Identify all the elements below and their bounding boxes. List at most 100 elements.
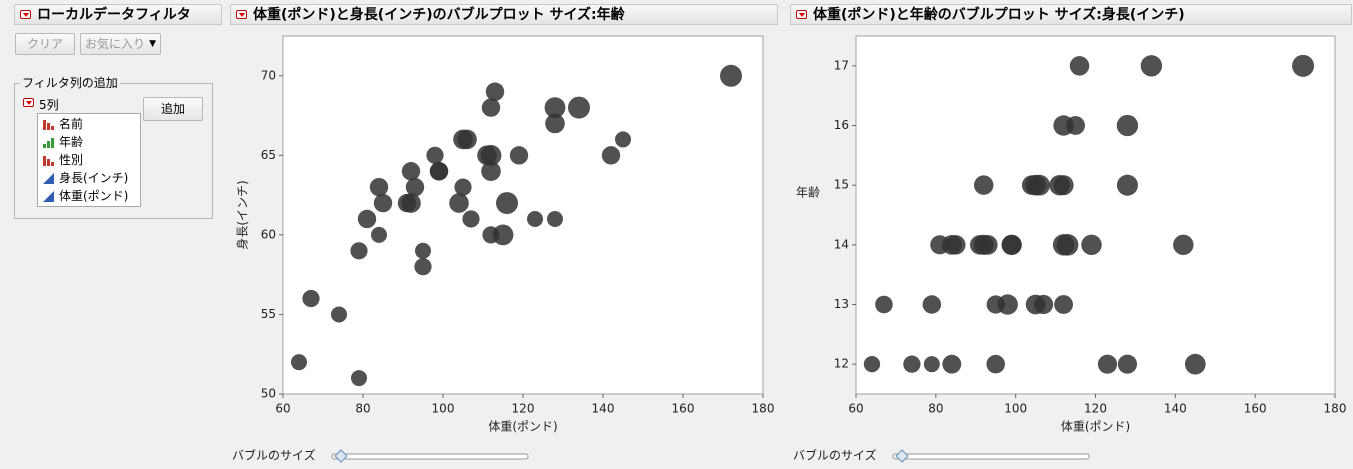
- x-tick-label: 160: [672, 402, 695, 416]
- bubble: [415, 242, 431, 259]
- bubble: [1001, 234, 1022, 255]
- bubble: [371, 226, 387, 243]
- chart-header[interactable]: 体重(ポンド)と年齢のバブルプロット サイズ:身長(インチ): [790, 4, 1352, 25]
- plot-area: [282, 35, 764, 395]
- y-tick-label: 50: [261, 387, 276, 401]
- add-button[interactable]: 追加: [143, 97, 203, 121]
- slider-thumb: [334, 449, 348, 463]
- bubble: [401, 193, 421, 213]
- bubble: [481, 161, 501, 182]
- x-tick-label: 160: [1244, 402, 1267, 416]
- x-axis-label: 体重(ポンド): [1061, 420, 1130, 434]
- y-axis-label: 身長(インチ): [235, 180, 250, 249]
- bubble: [615, 131, 631, 148]
- bubble: [477, 145, 497, 166]
- continuous-icon: [43, 173, 54, 184]
- bubble: [1116, 174, 1138, 196]
- x-tick-label: 140: [1164, 402, 1187, 416]
- bubble: [492, 224, 514, 246]
- bubble: [457, 129, 477, 150]
- bubble: [1066, 116, 1085, 135]
- column-name: 性別: [59, 153, 84, 167]
- bubble: [977, 234, 998, 255]
- bubble: [946, 235, 966, 255]
- slider-track: [892, 453, 1090, 460]
- chart-header[interactable]: 体重(ポンド)と身長(インチ)のバブルプロット サイズ:年齢: [230, 4, 778, 25]
- bubble: [1029, 174, 1050, 196]
- bubble: [973, 234, 994, 255]
- bubble: [485, 82, 505, 101]
- y-tick-label: 65: [261, 148, 276, 162]
- bubble: [509, 146, 529, 165]
- x-axis-label: 体重(ポンド): [488, 420, 557, 434]
- y-tick-label: 12: [834, 357, 849, 371]
- bubble: [568, 96, 590, 119]
- bubble: [302, 289, 320, 308]
- bubble: [1081, 234, 1102, 256]
- column-list: 名前 年齢 性別 身長(インチ) 体重(ポンド): [37, 113, 141, 207]
- bubble: [1056, 233, 1079, 256]
- y-tick-label: 15: [834, 178, 849, 192]
- y-tick-label: 13: [834, 297, 849, 311]
- slider-label: バブルのサイズ: [232, 448, 316, 463]
- bubble: [454, 178, 472, 196]
- bubble: [1025, 174, 1046, 196]
- clear-button[interactable]: クリア: [15, 33, 75, 55]
- bubble: [923, 356, 940, 373]
- favorites-button[interactable]: お気に入り ▼: [80, 33, 161, 55]
- bubble: [875, 295, 893, 314]
- bubble: [941, 234, 962, 255]
- x-tick-label: 120: [512, 402, 535, 416]
- bubble: [405, 177, 425, 197]
- column-item[interactable]: 身長(インチ): [41, 169, 128, 187]
- y-tick-label: 70: [261, 68, 276, 82]
- filter-title: ローカルデータフィルタ: [37, 7, 191, 23]
- slider-thumb: [895, 449, 909, 463]
- bubble: [970, 235, 990, 255]
- filter-header[interactable]: ローカルデータフィルタ: [14, 4, 222, 25]
- column-name: 体重(ポンド): [59, 189, 129, 203]
- bubble: [1173, 234, 1194, 256]
- bubble: [1052, 234, 1075, 256]
- x-tick-label: 120: [1084, 402, 1107, 416]
- bubble: [462, 210, 480, 228]
- bubble: [1140, 55, 1163, 77]
- bubble: [922, 295, 942, 314]
- bubble: [482, 226, 500, 244]
- x-tick-label: 180: [752, 402, 775, 416]
- bubble: [1116, 114, 1139, 137]
- column-item[interactable]: 年齢: [41, 133, 83, 151]
- column-item[interactable]: 体重(ポンド): [41, 187, 128, 205]
- bubble: [397, 193, 417, 213]
- column-item[interactable]: 性別: [41, 151, 83, 169]
- column-count[interactable]: 5列: [23, 96, 59, 113]
- bubble: [903, 355, 921, 373]
- bubble: [1001, 234, 1022, 255]
- bubble: [1053, 115, 1074, 136]
- slider-track: [331, 453, 529, 460]
- bubble: [545, 113, 565, 134]
- x-tick-label: 60: [275, 402, 290, 416]
- y-tick-label: 60: [261, 227, 276, 241]
- column-item[interactable]: 名前: [41, 115, 83, 133]
- y-tick-label: 17: [834, 58, 849, 72]
- bubble: [544, 97, 566, 118]
- bubble: [369, 177, 389, 197]
- bubble: [547, 210, 563, 227]
- x-tick-label: 80: [355, 402, 370, 416]
- plot-area: [855, 35, 1336, 395]
- x-tick-label: 140: [592, 402, 615, 416]
- bubble: [997, 294, 1018, 315]
- nominal-icon: [43, 156, 54, 166]
- bubble: [601, 146, 621, 165]
- column-name: 身長(インチ): [59, 171, 129, 185]
- y-tick-label: 55: [261, 307, 276, 321]
- chart-title: 体重(ポンド)と身長(インチ)のバブルプロット サイズ:年齢: [253, 7, 625, 23]
- bubble: [1069, 56, 1090, 76]
- bubble: [351, 370, 367, 387]
- bubble: [496, 192, 518, 215]
- y-axis-label: 年齢: [796, 185, 820, 200]
- bubble: [942, 354, 962, 374]
- x-tick-label: 100: [1004, 402, 1027, 416]
